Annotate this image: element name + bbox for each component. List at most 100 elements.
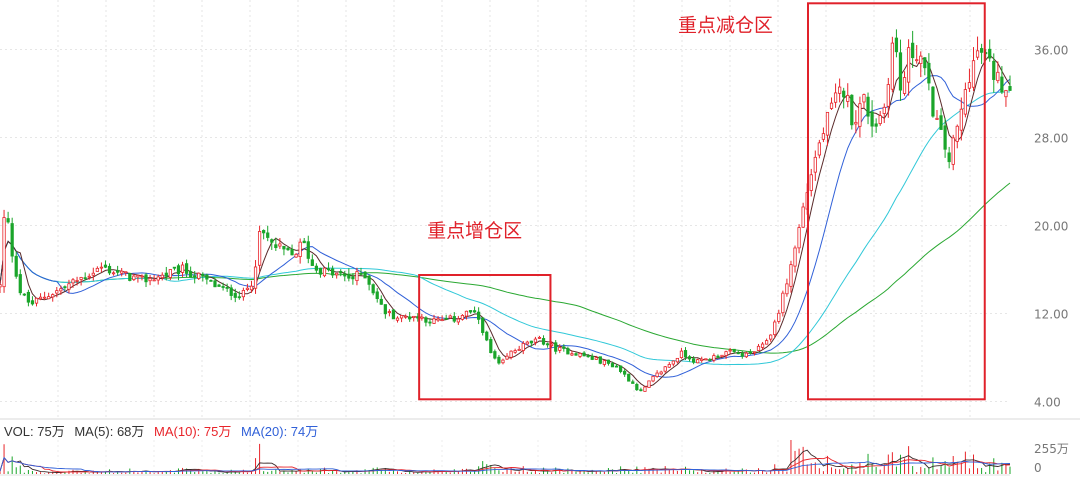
candle-body: [140, 275, 144, 278]
candle-body: [509, 350, 513, 358]
candle-body: [412, 315, 416, 319]
candle-body: [886, 84, 890, 107]
candle-body: [241, 290, 245, 298]
candle-body: [6, 218, 10, 223]
candle-body: [635, 383, 639, 391]
candle-body: [103, 264, 108, 268]
candle-body: [996, 71, 1000, 82]
candle-body: [748, 351, 753, 354]
y-tick-label: 28.00: [1034, 132, 1068, 146]
candle-body: [172, 266, 177, 269]
candle-body: [821, 133, 826, 140]
candle-body: [627, 373, 631, 382]
annotation-label-1: 重点增仓区: [427, 220, 522, 242]
candle-body: [833, 92, 838, 103]
candle-body: [176, 265, 181, 275]
candle-body: [217, 284, 221, 287]
candle-body: [874, 123, 878, 127]
candle-body: [598, 356, 602, 364]
candle-body: [533, 338, 538, 343]
candle-body: [375, 291, 379, 300]
candle-body: [444, 317, 448, 320]
candle-body: [249, 285, 254, 291]
candle-body: [481, 317, 485, 333]
candle-body: [148, 277, 152, 282]
candle-body: [213, 280, 217, 288]
candle-body: [939, 115, 943, 130]
candle-body: [979, 48, 984, 53]
candle-body: [38, 296, 43, 300]
vol-legend-value: VOL: 75万: [4, 424, 65, 439]
candle-body: [773, 321, 777, 336]
candle-body: [988, 48, 992, 59]
candle-body: [890, 42, 894, 90]
candle-body: [10, 223, 14, 257]
candle-body: [781, 292, 785, 314]
candle-body: [578, 353, 582, 357]
candle-body: [343, 273, 347, 277]
candle-body: [180, 264, 185, 273]
candle-body: [708, 359, 712, 362]
candle-body: [679, 350, 684, 359]
candle-body: [639, 389, 643, 392]
candle-body: [274, 244, 278, 249]
candle-body: [529, 340, 533, 344]
candle-body: [290, 248, 294, 256]
candle-body: [752, 351, 757, 354]
candle-body: [801, 206, 805, 228]
candle-body: [825, 111, 830, 136]
candle-body: [168, 269, 172, 278]
candle-body: [193, 275, 197, 278]
candle-body: [590, 356, 594, 360]
candle-body: [253, 266, 258, 289]
candle-body: [391, 309, 396, 320]
candle-body: [339, 271, 343, 274]
annotation-label-2: 重点减仓区: [678, 14, 773, 36]
candle-body: [14, 255, 18, 277]
candle-body: [436, 318, 440, 321]
candle-body: [720, 354, 724, 358]
candle-body: [501, 359, 505, 364]
candle-body: [846, 95, 850, 102]
candle-body: [294, 253, 298, 258]
candle-body: [34, 297, 39, 304]
candle-body: [959, 108, 963, 131]
candle-body: [785, 283, 789, 295]
candle-body: [675, 357, 680, 363]
candle-body: [225, 287, 229, 289]
candle-body: [971, 60, 976, 88]
candle-body: [951, 137, 955, 165]
candle-body: [456, 318, 460, 323]
candle-body: [428, 321, 432, 324]
candle-body: [736, 352, 740, 355]
candle-body: [777, 312, 781, 322]
candle-body: [75, 279, 79, 282]
candle-body: [517, 348, 521, 351]
volume-axis-bottom-label: 0: [1034, 461, 1042, 475]
candle-body: [245, 287, 250, 290]
candle-body: [789, 264, 793, 287]
candle-body: [18, 274, 22, 294]
candle-body: [716, 355, 720, 358]
candle-body: [566, 348, 570, 355]
candle-body: [562, 346, 566, 349]
candle-body: [838, 86, 842, 94]
candle-body: [906, 47, 911, 83]
candle-body: [809, 174, 813, 191]
candle-body: [537, 337, 542, 339]
candle-body: [878, 115, 882, 125]
candle-body: [120, 270, 124, 274]
volume-legend: VOL: 75万 MA(5): 68万 MA(10): 75万 MA(20): …: [4, 421, 324, 440]
candle-body: [521, 343, 525, 351]
candle-body: [967, 82, 972, 89]
candle-body: [667, 364, 671, 368]
candle-body: [197, 272, 201, 279]
candle-body: [545, 343, 550, 346]
candle-body: [586, 355, 590, 358]
candle-body: [132, 275, 136, 280]
candle-body: [452, 316, 456, 322]
annotation-box-2: [807, 2, 986, 401]
candle-body: [919, 55, 923, 64]
candle-body: [829, 102, 834, 109]
